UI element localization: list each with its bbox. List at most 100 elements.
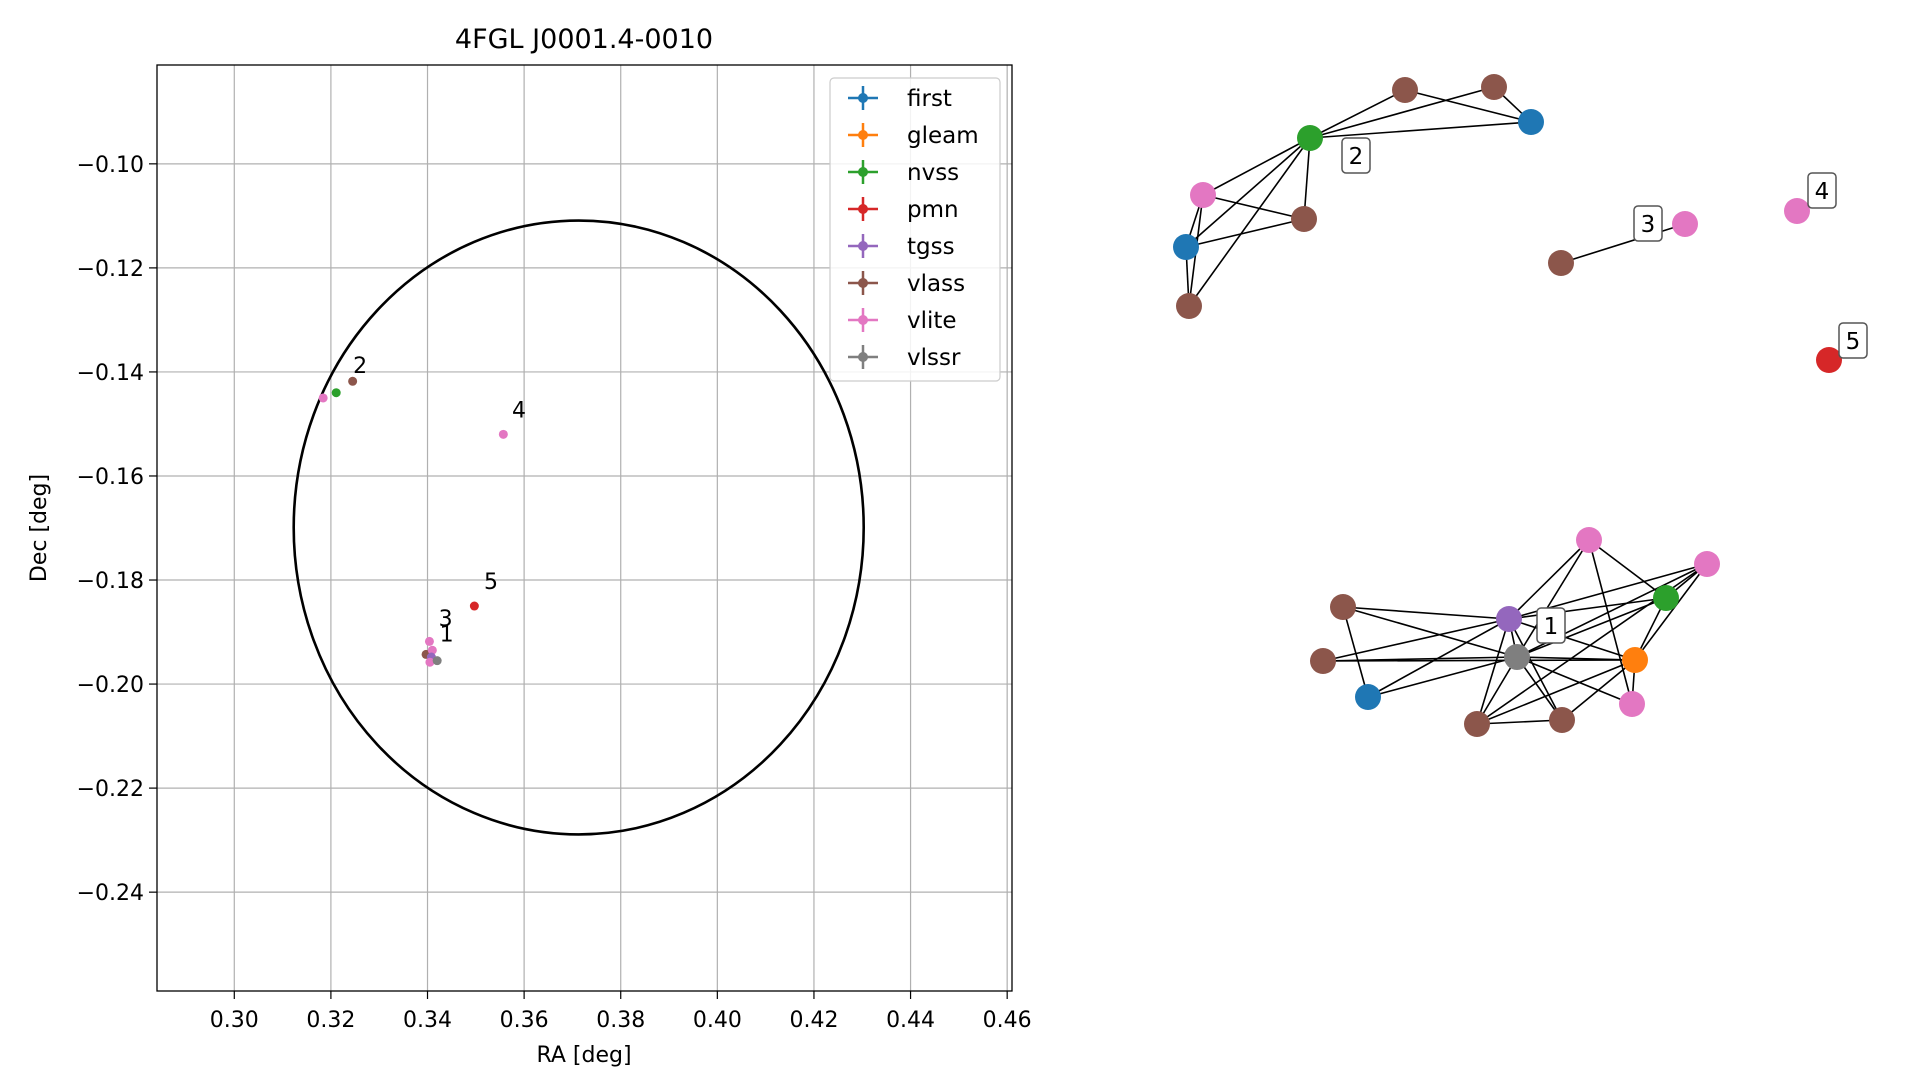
graph-edge (1588, 539, 1667, 599)
data-point-vlite (425, 657, 435, 667)
legend-label-vlite: vlite (907, 308, 957, 334)
graph-node-nvss (1653, 585, 1679, 611)
graph-node-vlass (1330, 594, 1356, 620)
graph-edge (1342, 606, 1518, 658)
graph-node-vlass (1176, 293, 1202, 319)
graph-edge (1476, 656, 1518, 725)
y-tick-label: −0.24 (77, 881, 144, 906)
legend-box (829, 77, 1001, 382)
y-axis-label: Dec [deg] (27, 474, 52, 582)
graph-edge (1188, 137, 1311, 307)
node-label-box (1341, 137, 1371, 174)
graph-node-vlite (1619, 691, 1645, 717)
legend-label-gleam: gleam (907, 123, 979, 149)
graph-node-pmn (1816, 347, 1842, 373)
graph-node-nvss (1297, 125, 1323, 151)
node-label: 3 (1641, 212, 1656, 238)
graph-edge (1309, 121, 1532, 139)
x-tick-label: 0.40 (693, 1008, 742, 1033)
graph-edge (1508, 597, 1667, 620)
graph-node-vlass (1310, 648, 1336, 674)
graph-edge (1404, 89, 1532, 123)
data-point-vlite (498, 429, 508, 439)
graph-node-vlssr (1504, 644, 1530, 670)
graph-edge (1342, 606, 1510, 620)
graph-node-tgss (1496, 606, 1522, 632)
legend-label-vlssr: vlssr (907, 345, 961, 371)
data-point-vlite (424, 636, 434, 646)
node-label-box (1807, 172, 1837, 209)
x-tick-label: 0.42 (789, 1008, 838, 1033)
annotation-layer: 2 4 5 31 (353, 354, 526, 647)
data-point-pmn (469, 601, 479, 611)
graph-edge (1516, 656, 1633, 705)
graph-node-vlite (1784, 198, 1810, 224)
y-tick-label: −0.20 (77, 673, 144, 698)
node-label: 5 (1846, 329, 1861, 355)
legend-marker-dot (858, 93, 868, 103)
plot-frame (156, 64, 1013, 992)
x-tick-label: 0.30 (210, 1008, 259, 1033)
data-point-vlssr (432, 656, 442, 666)
network-panel: 2 3 4 5 1 (1173, 74, 1868, 737)
point-annotation: 3 (439, 607, 453, 632)
graph-node-vlite (1190, 182, 1216, 208)
graph-node-vlite (1576, 527, 1602, 553)
search-circle (292, 219, 866, 836)
graph-node-first (1355, 684, 1381, 710)
graph-edge (1508, 539, 1590, 620)
data-point-nvss (331, 388, 341, 398)
graph-edge (1516, 597, 1667, 658)
data-point-vlite (427, 645, 437, 655)
graph-edge (1508, 618, 1636, 661)
graph-edge (1476, 659, 1636, 725)
graph-edge (1516, 539, 1590, 658)
graph-node-vlass (1549, 707, 1575, 733)
legend-marker-dot (858, 315, 868, 325)
node-label: 2 (1349, 144, 1364, 170)
graph-edge (1588, 539, 1633, 705)
legend-label-first: first (907, 86, 952, 112)
x-tick-label: 0.36 (500, 1008, 549, 1033)
point-annotation: 1 (440, 622, 454, 647)
graph-node-vlass (1392, 77, 1418, 103)
y-tick-label: −0.16 (77, 465, 144, 490)
y-tick-label: −0.18 (77, 569, 144, 594)
graph-edge (1322, 659, 1636, 662)
legend-marker-dot (858, 167, 868, 177)
x-axis-label: RA [deg] (536, 1043, 631, 1068)
graph-node-vlass (1548, 250, 1574, 276)
graph-edge (1367, 656, 1518, 698)
graph-edge (1185, 218, 1305, 248)
x-tick-label: 0.38 (596, 1008, 645, 1033)
data-point-vlite (318, 393, 328, 403)
node-label-box (1536, 607, 1566, 644)
point-annotation: 4 (512, 399, 526, 424)
graph-node-gleam (1622, 647, 1648, 673)
y-tick-label: −0.22 (77, 777, 144, 802)
chart-title: 4FGL J0001.4-0010 (455, 24, 713, 55)
label-layer: 2 3 4 5 1 (1341, 137, 1868, 644)
graph-edge (1561, 659, 1636, 721)
node-label: 1 (1544, 614, 1559, 640)
x-tick-label: 0.32 (306, 1008, 355, 1033)
circle-layer (292, 219, 866, 836)
node-label-box (1633, 205, 1663, 242)
graph-node-vlass (1291, 206, 1317, 232)
x-tick-label: 0.44 (886, 1008, 935, 1033)
legend-marker-dot (858, 130, 868, 140)
legend-marker-dot (858, 241, 868, 251)
legend: first gleam nvss pmn tgss vlass vlite vlssr (829, 77, 1001, 382)
point-annotation: 2 (353, 354, 367, 379)
graph-edge (1560, 223, 1686, 264)
graph-edge (1309, 89, 1406, 139)
legend-label-tgss: tgss (907, 234, 955, 260)
legend-label-pmn: pmn (907, 197, 959, 223)
graph-edge (1476, 618, 1510, 725)
legend-marker-dot (858, 204, 868, 214)
node-label-box (1838, 322, 1868, 359)
graph-edge (1185, 137, 1311, 248)
graph-edge (1202, 194, 1305, 220)
